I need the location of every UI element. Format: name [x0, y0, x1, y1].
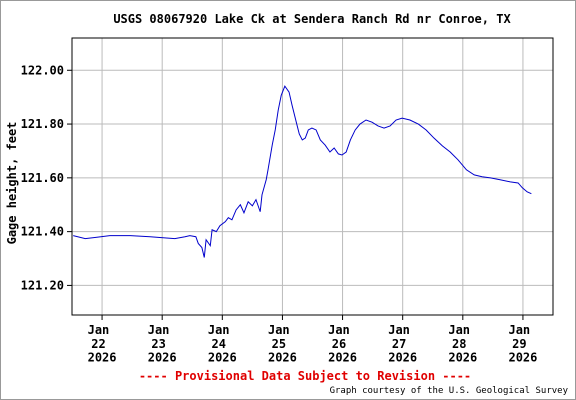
x-tick-label: Jan 22 2026 — [88, 323, 117, 365]
y-tick-label: 122.00 — [21, 63, 64, 77]
x-tick-label: Jan 27 2026 — [388, 323, 417, 365]
y-tick-label: 121.80 — [21, 117, 64, 131]
chart-title: USGS 08067920 Lake Ck at Sendera Ranch R… — [113, 12, 511, 26]
y-tick-label: 121.60 — [21, 171, 64, 185]
x-tick-label: Jan 29 2026 — [508, 323, 537, 365]
y-axis-label: Gage height, feet — [5, 122, 19, 245]
x-tick-label: Jan 26 2026 — [328, 323, 357, 365]
x-tick-label: Jan 28 2026 — [448, 323, 477, 365]
credit: Graph courtesy of the U.S. Geological Su… — [330, 386, 569, 396]
notice: ---- Provisional Data Subject to Revisio… — [139, 369, 471, 383]
x-tick-label: Jan 24 2026 — [208, 323, 237, 365]
y-tick-label: 121.20 — [21, 278, 64, 292]
plot-border — [71, 37, 554, 316]
x-tick-label: Jan 23 2026 — [148, 323, 177, 365]
y-tick-label: 121.40 — [21, 225, 64, 239]
data-line — [73, 85, 532, 258]
x-tick-label: Jan 25 2026 — [268, 323, 297, 365]
plot-area — [71, 37, 554, 316]
